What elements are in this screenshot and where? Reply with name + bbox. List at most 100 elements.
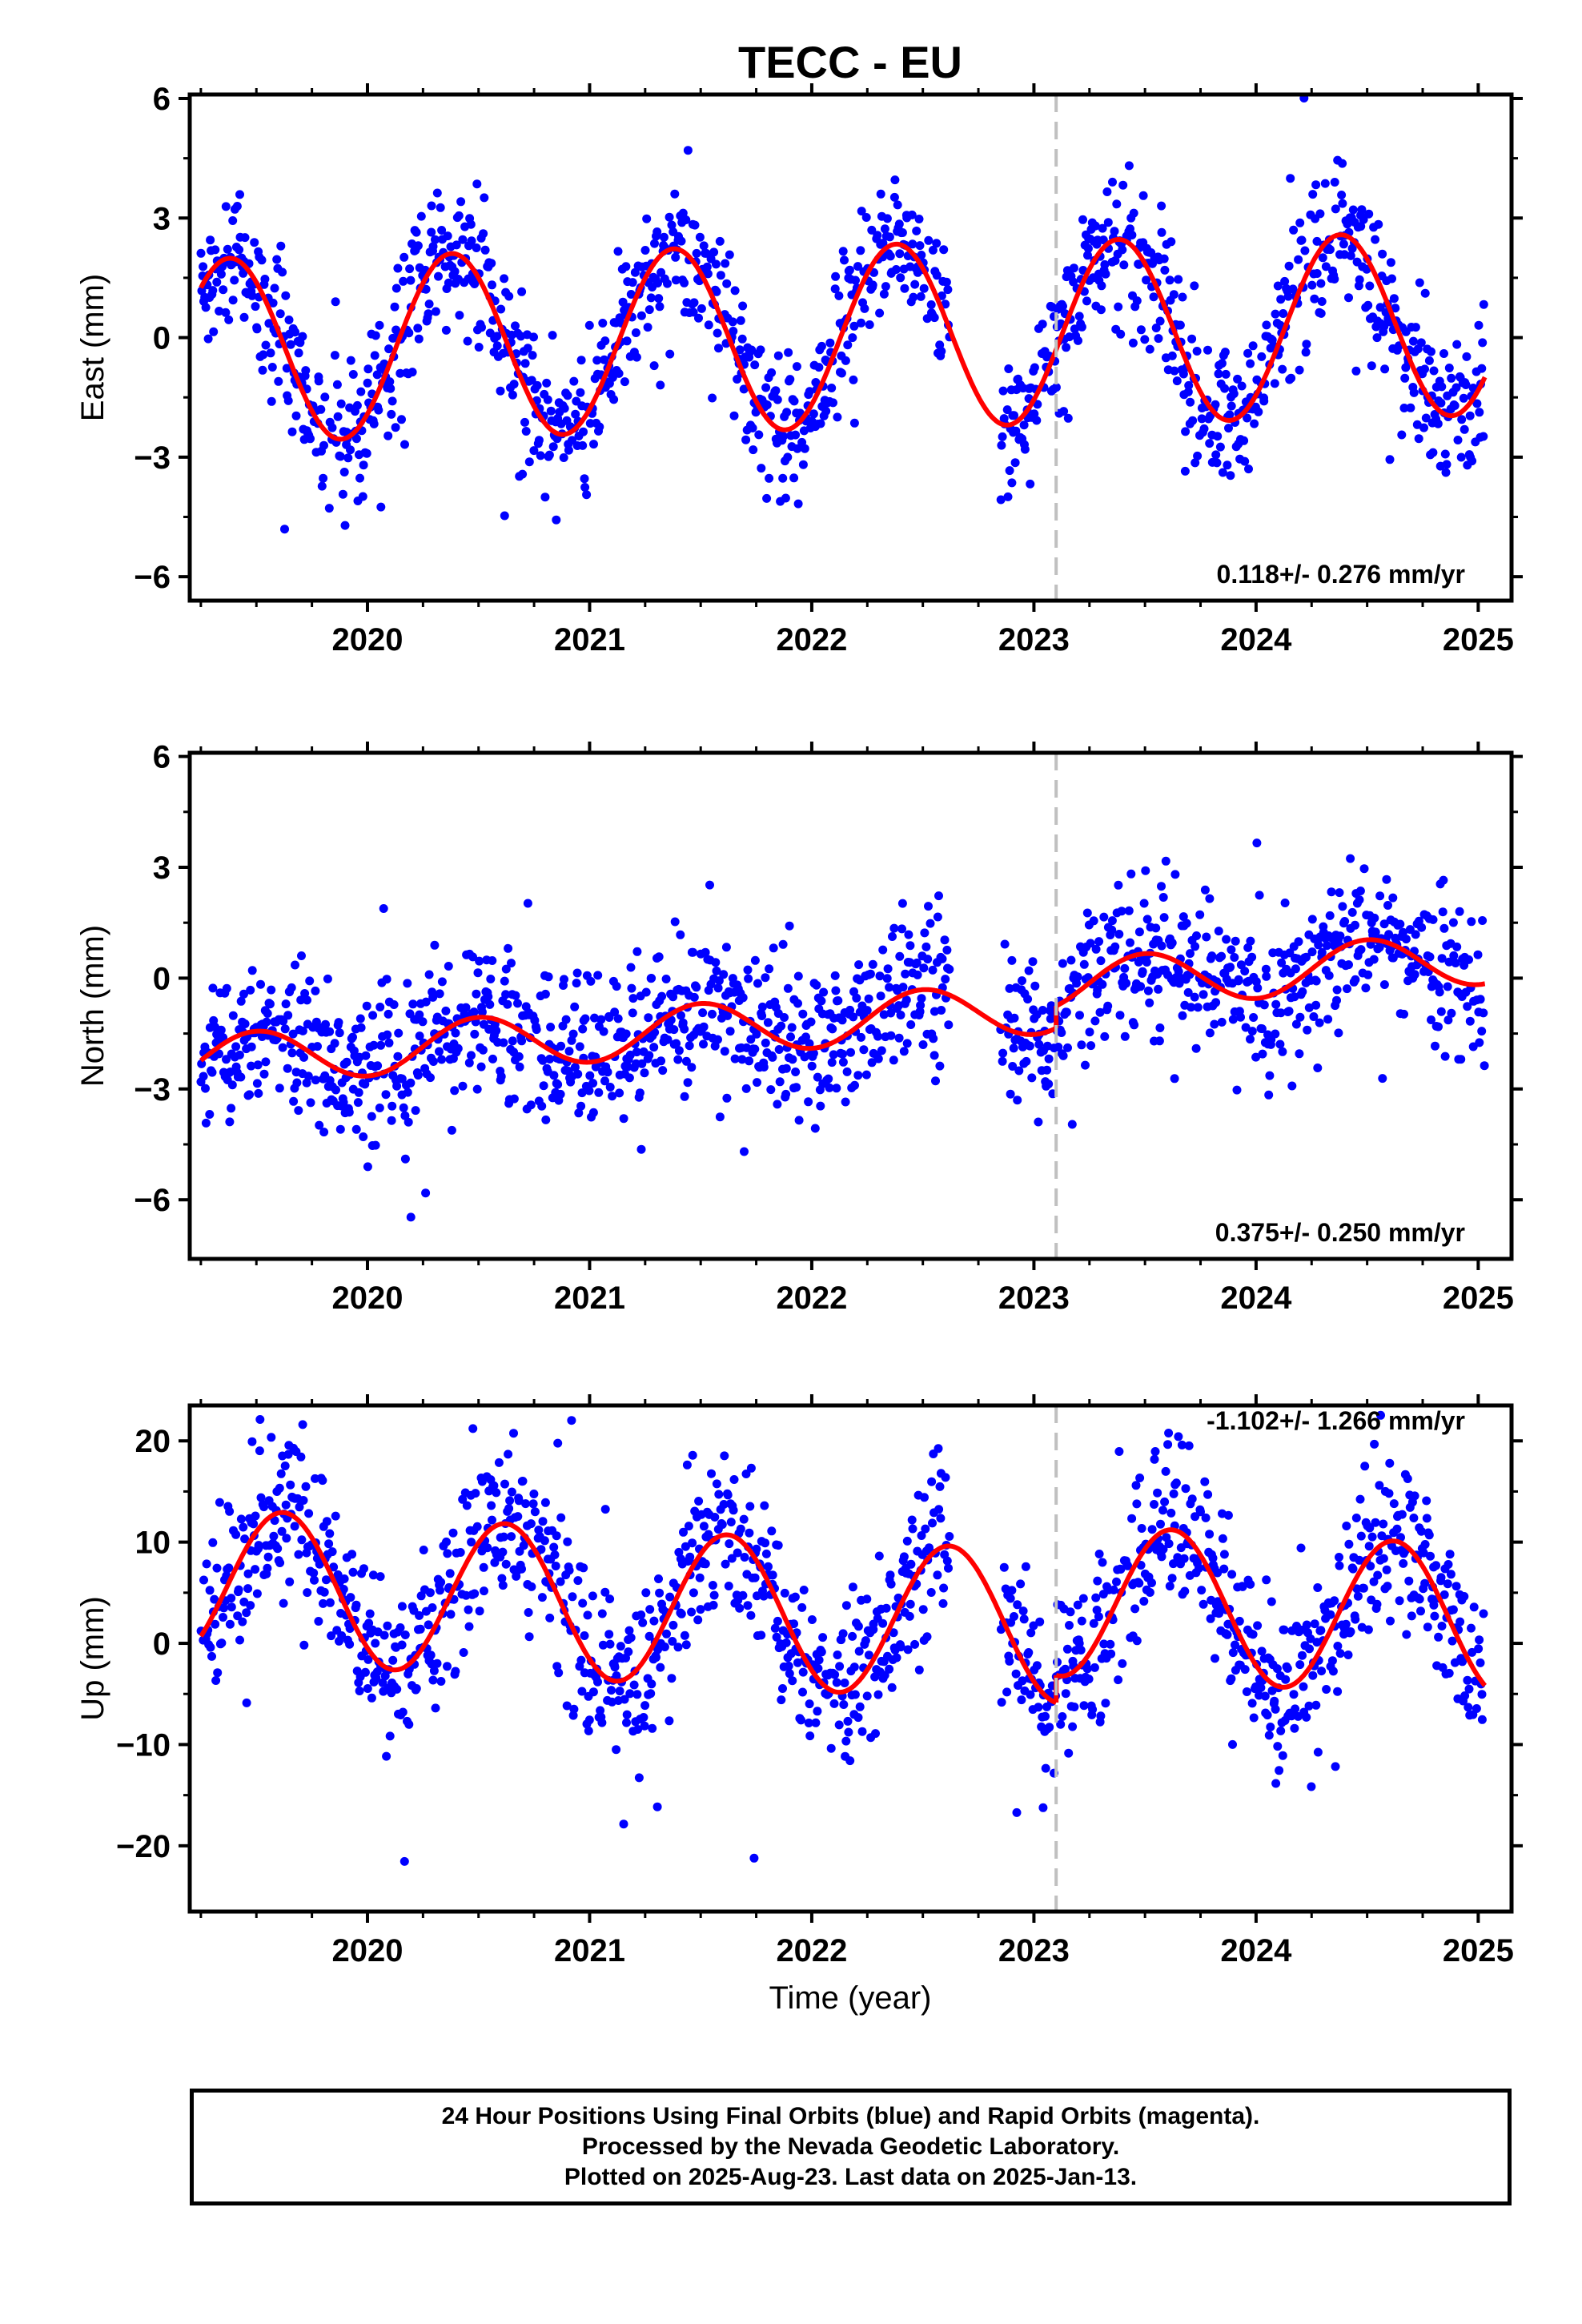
data-point bbox=[404, 1719, 414, 1729]
data-point bbox=[741, 435, 751, 444]
data-point bbox=[856, 246, 865, 255]
data-point bbox=[472, 179, 482, 189]
data-point bbox=[769, 943, 778, 953]
data-point bbox=[1476, 1658, 1485, 1667]
data-point bbox=[805, 1731, 815, 1741]
data-point bbox=[1313, 1063, 1323, 1072]
data-point bbox=[632, 947, 642, 956]
data-point bbox=[448, 1528, 458, 1538]
data-point bbox=[1011, 1669, 1021, 1679]
data-point bbox=[549, 1071, 559, 1080]
data-point bbox=[1353, 1591, 1363, 1601]
data-point bbox=[1431, 1561, 1441, 1570]
data-point bbox=[280, 525, 289, 534]
data-point bbox=[1090, 221, 1100, 231]
data-point bbox=[1465, 411, 1475, 420]
data-point bbox=[673, 1642, 683, 1652]
data-point bbox=[475, 956, 484, 966]
data-point bbox=[1020, 444, 1030, 454]
data-point bbox=[274, 376, 283, 386]
data-point bbox=[660, 1642, 669, 1651]
data-point bbox=[648, 1723, 657, 1733]
data-point bbox=[726, 1518, 736, 1527]
data-point bbox=[920, 928, 930, 938]
data-point bbox=[286, 340, 295, 349]
data-point bbox=[618, 297, 628, 307]
data-point bbox=[227, 1080, 237, 1090]
data-point bbox=[583, 1610, 592, 1620]
data-point bbox=[301, 1482, 311, 1491]
data-point bbox=[661, 975, 671, 983]
data-point bbox=[1127, 231, 1137, 239]
data-point bbox=[830, 971, 840, 980]
data-point bbox=[1337, 191, 1347, 199]
data-point bbox=[243, 1584, 253, 1594]
data-point bbox=[825, 338, 835, 348]
data-point bbox=[644, 1013, 653, 1023]
data-point bbox=[331, 1085, 340, 1095]
data-point bbox=[311, 986, 320, 995]
data-point bbox=[1215, 442, 1225, 452]
data-point bbox=[882, 214, 892, 223]
data-point bbox=[644, 1631, 654, 1641]
data-point bbox=[1116, 329, 1126, 339]
data-point bbox=[397, 415, 406, 424]
data-point bbox=[228, 216, 238, 225]
data-point bbox=[1479, 1609, 1488, 1618]
data-point bbox=[324, 1539, 334, 1549]
data-point bbox=[419, 1546, 428, 1554]
data-point bbox=[1077, 1040, 1086, 1050]
data-point bbox=[246, 1601, 255, 1610]
data-point bbox=[826, 1743, 836, 1753]
data-point bbox=[1232, 1085, 1242, 1095]
data-point bbox=[1074, 312, 1084, 321]
data-point bbox=[605, 1594, 615, 1604]
data-point bbox=[927, 1477, 937, 1486]
data-point bbox=[1225, 410, 1235, 420]
data-point bbox=[199, 1329, 207, 1338]
data-point bbox=[854, 1647, 864, 1656]
data-point bbox=[745, 1056, 754, 1066]
data-point bbox=[386, 384, 396, 393]
data-point bbox=[1227, 1570, 1237, 1579]
data-point bbox=[908, 239, 917, 249]
data-point bbox=[1243, 943, 1253, 952]
data-point bbox=[1135, 1474, 1145, 1482]
data-point bbox=[1070, 1703, 1079, 1711]
data-point bbox=[659, 232, 669, 242]
data-point bbox=[453, 1043, 463, 1053]
data-point bbox=[1161, 1466, 1170, 1476]
data-point bbox=[595, 422, 604, 432]
data-point bbox=[1132, 1499, 1142, 1509]
data-point bbox=[494, 1458, 504, 1467]
data-point bbox=[1280, 276, 1290, 286]
data-point bbox=[925, 1543, 934, 1553]
data-point bbox=[538, 1517, 548, 1526]
data-point bbox=[1073, 1600, 1082, 1610]
data-point bbox=[875, 308, 885, 318]
data-point bbox=[757, 1630, 766, 1640]
data-point bbox=[1131, 1481, 1141, 1490]
data-point bbox=[363, 1655, 373, 1664]
data-point bbox=[861, 1636, 870, 1646]
data-point bbox=[997, 440, 1006, 450]
data-point bbox=[1223, 1510, 1233, 1520]
data-point bbox=[1027, 1073, 1037, 1083]
y-tick-label: −6 bbox=[134, 1183, 171, 1218]
data-point bbox=[817, 1647, 826, 1657]
data-point bbox=[704, 320, 713, 330]
data-point bbox=[1386, 1616, 1395, 1626]
data-point bbox=[432, 1659, 442, 1668]
data-point bbox=[859, 1045, 869, 1055]
data-point bbox=[1112, 199, 1122, 209]
data-point bbox=[553, 1438, 563, 1448]
data-point bbox=[267, 363, 277, 372]
data-point bbox=[572, 968, 582, 978]
data-point bbox=[226, 1068, 235, 1076]
data-point bbox=[937, 347, 946, 356]
data-point bbox=[1200, 1477, 1210, 1486]
data-point bbox=[790, 1592, 800, 1602]
data-point bbox=[730, 1054, 740, 1063]
data-point bbox=[1469, 1602, 1479, 1612]
data-point bbox=[258, 365, 267, 375]
